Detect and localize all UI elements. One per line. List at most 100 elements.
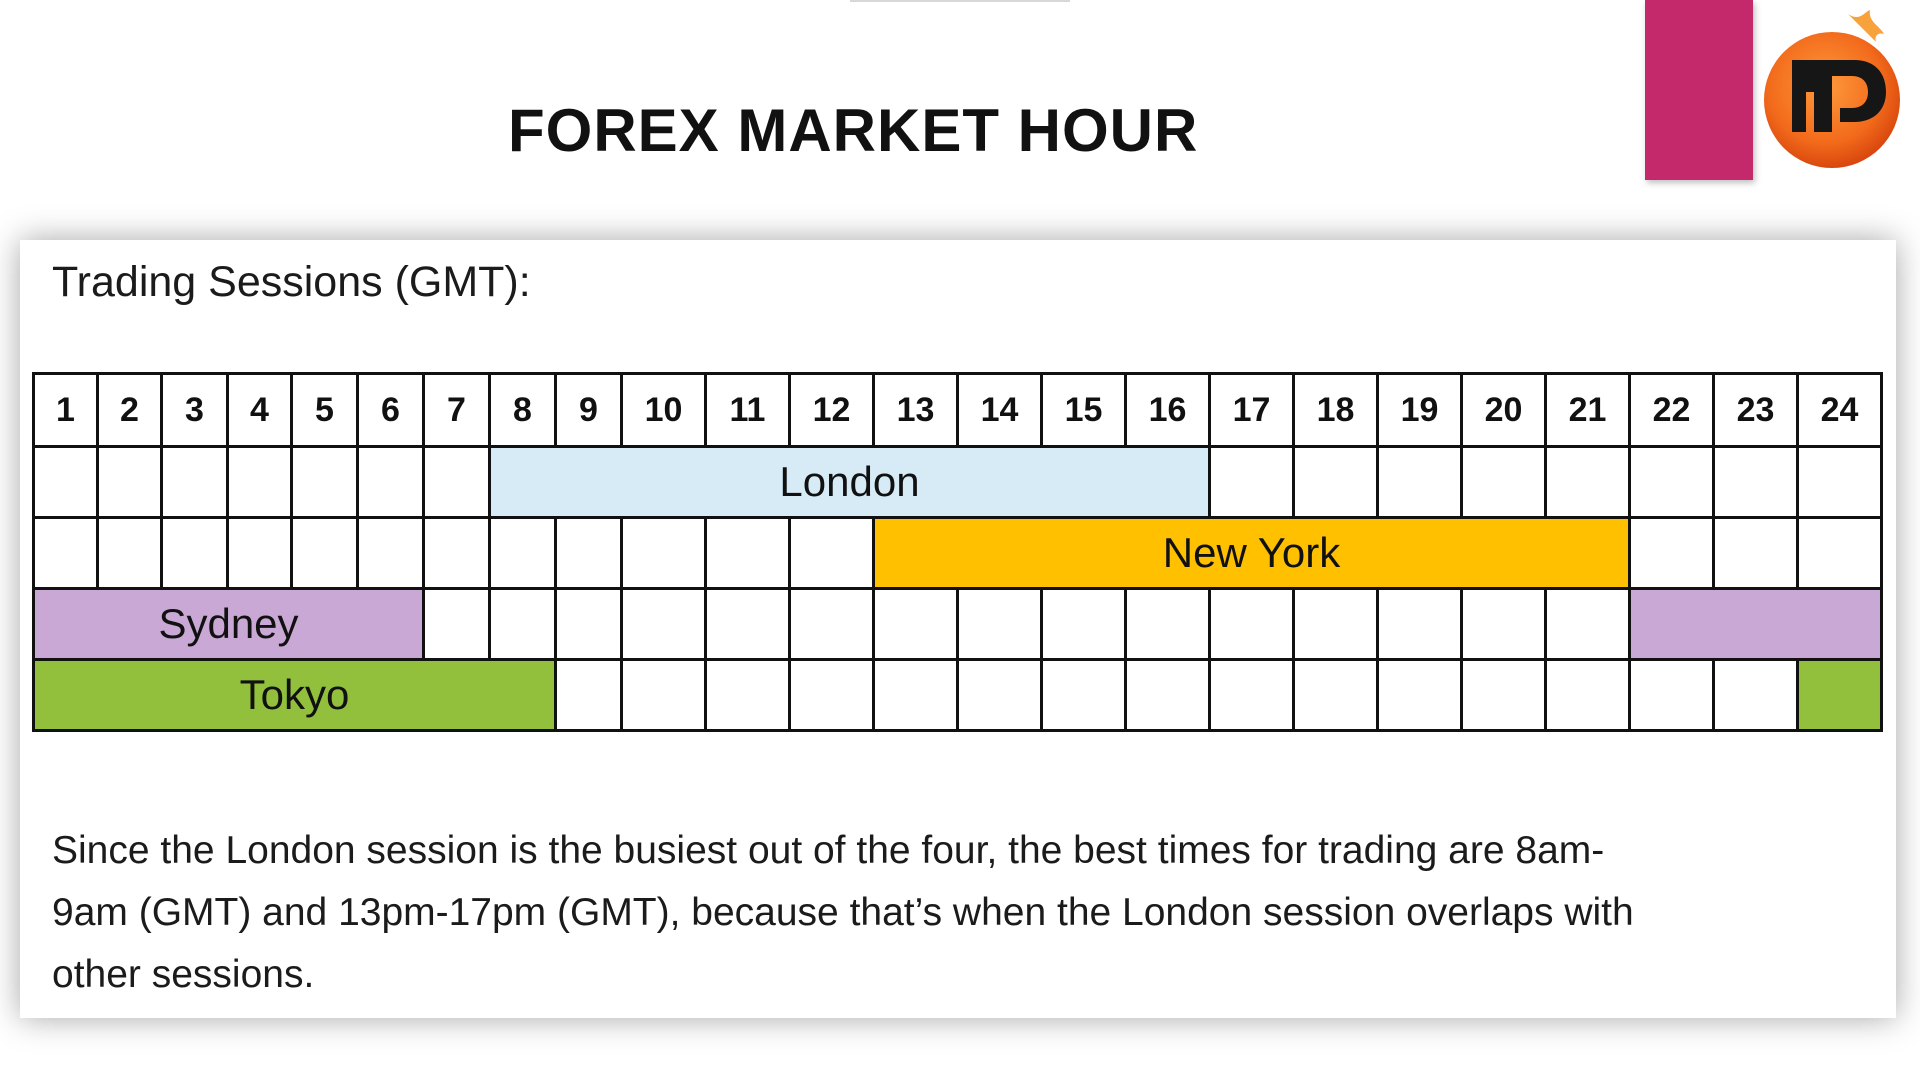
empty-cell <box>1378 660 1462 731</box>
empty-cell <box>622 589 706 660</box>
empty-cell <box>556 589 622 660</box>
empty-cell <box>1210 589 1294 660</box>
session-london: London <box>490 447 1210 518</box>
empty-cell <box>1378 589 1462 660</box>
empty-cell <box>1546 447 1630 518</box>
empty-cell <box>490 589 556 660</box>
hour-cell: 19 <box>1378 374 1462 447</box>
empty-cell <box>162 518 228 589</box>
empty-cell <box>1630 660 1714 731</box>
hour-cell: 21 <box>1546 374 1630 447</box>
tokyo-row: Tokyo <box>34 660 1882 731</box>
hour-cell: 1 <box>34 374 98 447</box>
empty-cell <box>34 518 98 589</box>
empty-cell <box>98 518 162 589</box>
empty-cell <box>424 589 490 660</box>
empty-cell <box>706 589 790 660</box>
empty-cell <box>34 447 98 518</box>
empty-cell <box>1798 447 1882 518</box>
empty-cell <box>1042 660 1126 731</box>
empty-cell <box>1126 660 1210 731</box>
hour-cell: 23 <box>1714 374 1798 447</box>
empty-cell <box>706 660 790 731</box>
session-tokyo: Tokyo <box>34 660 556 731</box>
hour-cell: 18 <box>1294 374 1378 447</box>
empty-cell <box>1714 660 1798 731</box>
empty-cell <box>490 518 556 589</box>
empty-cell <box>162 447 228 518</box>
empty-cell <box>1294 589 1378 660</box>
hours-row: 1 2 3 4 5 6 7 8 9 10 11 12 13 14 15 16 17 18 19 20 21 22 23 24 <box>34 374 1882 447</box>
empty-cell <box>1042 589 1126 660</box>
hour-cell: 7 <box>424 374 490 447</box>
empty-cell <box>424 447 490 518</box>
empty-cell <box>1210 447 1294 518</box>
hour-cell: 17 <box>1210 374 1294 447</box>
hour-cell: 24 <box>1798 374 1882 447</box>
empty-cell <box>292 518 358 589</box>
session-tokyo <box>1798 660 1882 731</box>
empty-cell <box>1294 447 1378 518</box>
empty-cell <box>874 660 958 731</box>
empty-cell <box>1462 660 1546 731</box>
empty-cell <box>358 518 424 589</box>
empty-cell <box>1546 589 1630 660</box>
hour-cell: 14 <box>958 374 1042 447</box>
new-york-row: New York <box>34 518 1882 589</box>
empty-cell <box>622 518 706 589</box>
empty-cell <box>1798 518 1882 589</box>
hour-cell: 4 <box>228 374 292 447</box>
empty-cell <box>1630 518 1714 589</box>
empty-cell <box>1462 589 1546 660</box>
session-sydney <box>1630 589 1882 660</box>
hour-cell: 15 <box>1042 374 1126 447</box>
empty-cell <box>1714 518 1798 589</box>
accent-block <box>1645 0 1753 180</box>
empty-cell <box>556 518 622 589</box>
panel-heading: Trading Sessions (GMT): <box>52 258 531 307</box>
hour-cell: 20 <box>1462 374 1546 447</box>
best-times-note: Since the London session is the busiest … <box>52 820 1652 1006</box>
empty-cell <box>1378 447 1462 518</box>
hour-cell: 3 <box>162 374 228 447</box>
empty-cell <box>958 589 1042 660</box>
hour-cell: 11 <box>706 374 790 447</box>
hour-cell: 22 <box>1630 374 1714 447</box>
empty-cell <box>622 660 706 731</box>
empty-cell <box>358 447 424 518</box>
empty-cell <box>1294 660 1378 731</box>
hour-cell: 12 <box>790 374 874 447</box>
empty-cell <box>706 518 790 589</box>
hour-cell: 16 <box>1126 374 1210 447</box>
empty-cell <box>958 660 1042 731</box>
session-sydney: Sydney <box>34 589 424 660</box>
empty-cell <box>98 447 162 518</box>
hour-cell: 6 <box>358 374 424 447</box>
empty-cell <box>228 518 292 589</box>
empty-cell <box>424 518 490 589</box>
empty-cell <box>1462 447 1546 518</box>
hour-cell: 8 <box>490 374 556 447</box>
hour-cell: 2 <box>98 374 162 447</box>
empty-cell <box>1630 447 1714 518</box>
empty-cell <box>292 447 358 518</box>
empty-cell <box>1714 447 1798 518</box>
hour-cell: 5 <box>292 374 358 447</box>
empty-cell <box>790 518 874 589</box>
hour-cell: 10 <box>622 374 706 447</box>
slide-title: FOREX MARKET HOUR <box>508 96 1198 165</box>
empty-cell <box>228 447 292 518</box>
session-new-york: New York <box>874 518 1630 589</box>
empty-cell <box>1546 660 1630 731</box>
empty-cell <box>790 589 874 660</box>
empty-cell <box>556 660 622 731</box>
hour-cell: 9 <box>556 374 622 447</box>
top-divider <box>850 0 1070 2</box>
empty-cell <box>1126 589 1210 660</box>
sydney-row: Sydney <box>34 589 1882 660</box>
empty-cell <box>874 589 958 660</box>
fp-logo-icon <box>1752 8 1912 170</box>
trading-sessions-panel: Trading Sessions (GMT): 1 2 3 4 5 6 7 8 9 10 11 12 1… <box>20 240 1896 1018</box>
london-row: London <box>34 447 1882 518</box>
empty-cell <box>1210 660 1294 731</box>
